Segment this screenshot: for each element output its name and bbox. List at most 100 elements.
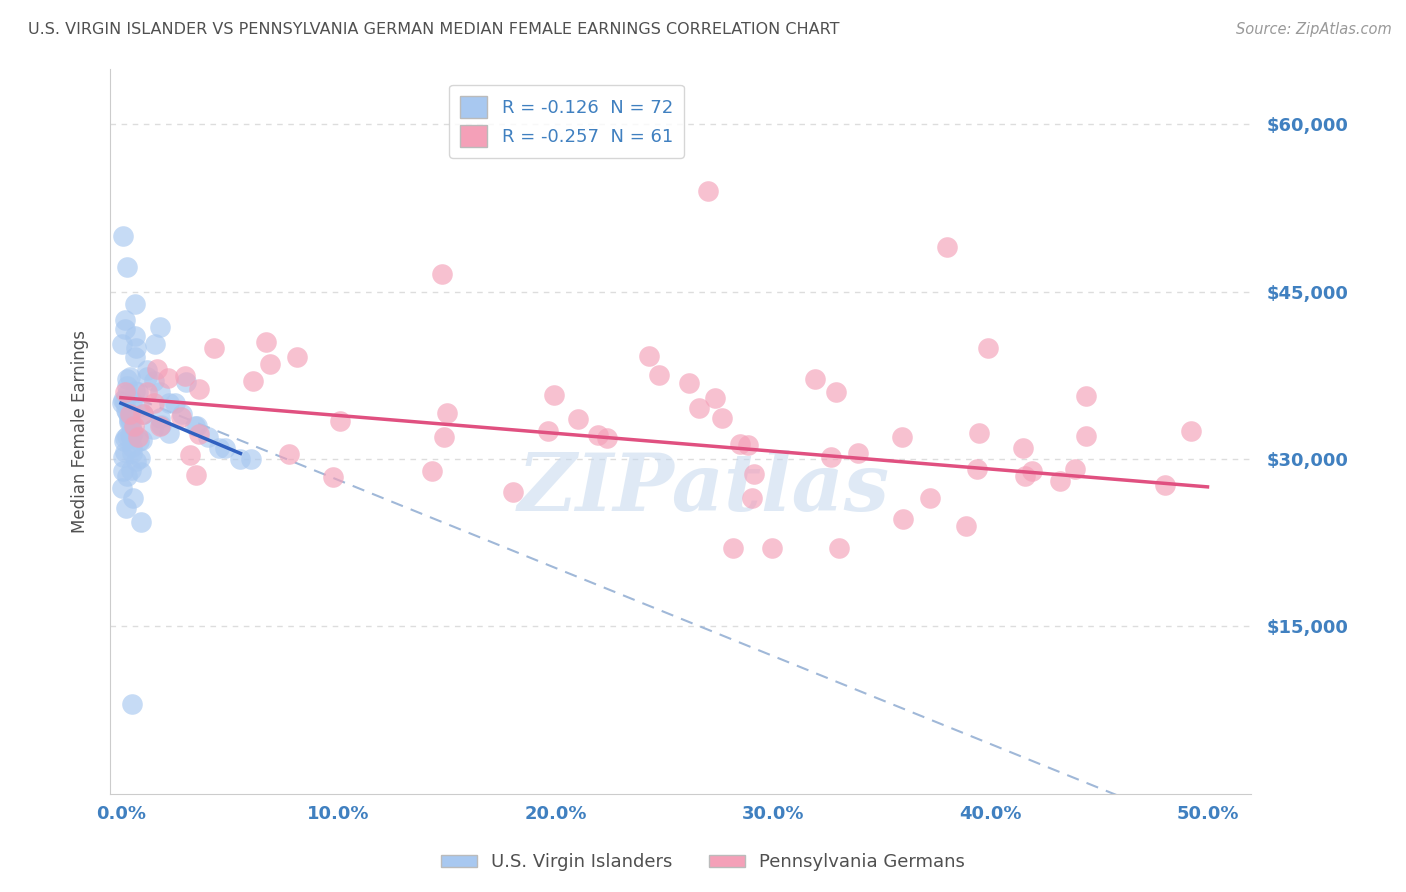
Point bbox=[918, 491, 941, 505]
Legend: U.S. Virgin Islanders, Pennsylvania Germans: U.S. Virgin Islanders, Pennsylvania Germ… bbox=[433, 847, 973, 879]
Point bbox=[259, 357, 281, 371]
Point bbox=[1074, 429, 1097, 443]
Point bbox=[329, 414, 352, 428]
Point bbox=[433, 430, 456, 444]
Point bbox=[285, 350, 308, 364]
Point bbox=[120, 370, 142, 384]
Point bbox=[112, 434, 135, 448]
Point bbox=[114, 394, 136, 409]
Point bbox=[197, 430, 219, 444]
Point bbox=[240, 452, 263, 467]
Point bbox=[737, 438, 759, 452]
Point bbox=[124, 384, 146, 398]
Point bbox=[136, 370, 159, 384]
Point bbox=[728, 437, 751, 451]
Point bbox=[208, 441, 231, 455]
Point bbox=[122, 418, 145, 433]
Point bbox=[689, 401, 711, 416]
Point bbox=[118, 428, 141, 442]
Point bbox=[242, 374, 264, 388]
Point bbox=[170, 410, 193, 425]
Point bbox=[136, 385, 159, 400]
Point bbox=[122, 425, 145, 440]
Point bbox=[596, 431, 619, 445]
Point bbox=[678, 376, 700, 390]
Point bbox=[543, 388, 565, 402]
Point bbox=[112, 464, 135, 478]
Point bbox=[118, 415, 141, 429]
Point bbox=[322, 469, 344, 483]
Point bbox=[121, 393, 143, 408]
Point bbox=[128, 400, 150, 414]
Point bbox=[179, 448, 201, 462]
Point bbox=[1076, 389, 1098, 403]
Point bbox=[115, 378, 138, 392]
Point bbox=[118, 413, 141, 427]
Point bbox=[143, 337, 166, 351]
Point bbox=[149, 410, 172, 425]
Point bbox=[120, 430, 142, 444]
Point bbox=[804, 372, 827, 386]
Point bbox=[146, 361, 169, 376]
Point bbox=[256, 334, 278, 349]
Point bbox=[150, 418, 173, 433]
Point bbox=[537, 425, 560, 439]
Point bbox=[112, 228, 135, 243]
Point bbox=[704, 391, 727, 405]
Point bbox=[502, 484, 524, 499]
Point bbox=[121, 440, 143, 454]
Point bbox=[121, 698, 143, 712]
Point bbox=[131, 408, 153, 422]
Point bbox=[131, 465, 153, 479]
Point bbox=[966, 462, 988, 476]
Point bbox=[891, 512, 914, 526]
Point bbox=[122, 491, 145, 505]
Point bbox=[277, 446, 299, 460]
Point bbox=[828, 541, 851, 556]
Point bbox=[820, 450, 842, 464]
Point bbox=[187, 382, 209, 396]
Point bbox=[128, 434, 150, 448]
Point bbox=[115, 402, 138, 417]
Point bbox=[846, 446, 869, 460]
Point bbox=[124, 329, 146, 343]
Point bbox=[121, 446, 143, 460]
Point bbox=[1063, 462, 1085, 476]
Point bbox=[214, 441, 236, 455]
Point bbox=[111, 337, 134, 351]
Point bbox=[136, 363, 159, 377]
Point bbox=[967, 426, 990, 441]
Point bbox=[111, 392, 134, 407]
Point bbox=[174, 368, 197, 383]
Point bbox=[114, 444, 136, 458]
Point bbox=[1011, 442, 1033, 456]
Point bbox=[118, 408, 141, 422]
Point bbox=[115, 260, 138, 274]
Point bbox=[124, 350, 146, 364]
Point bbox=[955, 519, 977, 533]
Point bbox=[149, 320, 172, 334]
Point bbox=[111, 396, 134, 410]
Point bbox=[891, 430, 914, 444]
Point bbox=[117, 405, 139, 419]
Point bbox=[436, 406, 458, 420]
Point bbox=[125, 454, 148, 468]
Point bbox=[115, 469, 138, 483]
Point bbox=[430, 267, 453, 281]
Point bbox=[186, 418, 208, 433]
Point bbox=[824, 385, 846, 400]
Point bbox=[202, 341, 225, 355]
Point bbox=[114, 312, 136, 326]
Point bbox=[114, 431, 136, 445]
Point bbox=[121, 423, 143, 437]
Point bbox=[142, 396, 165, 410]
Point bbox=[157, 426, 180, 441]
Point bbox=[157, 396, 180, 410]
Point bbox=[127, 430, 149, 444]
Point bbox=[111, 450, 134, 464]
Point bbox=[711, 410, 734, 425]
Point bbox=[156, 371, 179, 385]
Point bbox=[125, 342, 148, 356]
Point bbox=[761, 541, 783, 556]
Text: U.S. VIRGIN ISLANDER VS PENNSYLVANIA GERMAN MEDIAN FEMALE EARNINGS CORRELATION C: U.S. VIRGIN ISLANDER VS PENNSYLVANIA GER… bbox=[28, 22, 839, 37]
